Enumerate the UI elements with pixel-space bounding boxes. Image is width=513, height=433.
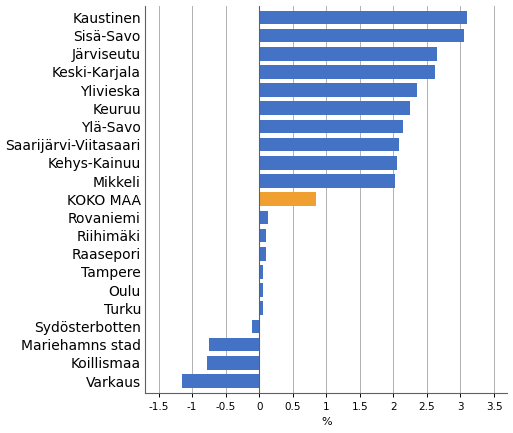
Bar (259, 283, 263, 297)
Bar (259, 101, 410, 115)
Bar (259, 65, 435, 79)
Bar (259, 210, 268, 224)
Bar (259, 247, 266, 261)
Bar (259, 10, 467, 24)
Bar (259, 29, 464, 42)
Bar (207, 356, 259, 370)
Bar (259, 156, 397, 170)
Bar (259, 174, 394, 188)
Bar (182, 374, 259, 388)
Bar (259, 265, 263, 279)
Bar (259, 138, 399, 152)
Bar (259, 192, 316, 206)
Bar (259, 301, 263, 315)
Bar (259, 47, 437, 61)
X-axis label: %: % (321, 417, 331, 427)
Bar (259, 83, 417, 97)
Bar (209, 338, 259, 352)
Bar (252, 320, 259, 333)
Bar (259, 120, 403, 133)
Bar (259, 229, 266, 242)
